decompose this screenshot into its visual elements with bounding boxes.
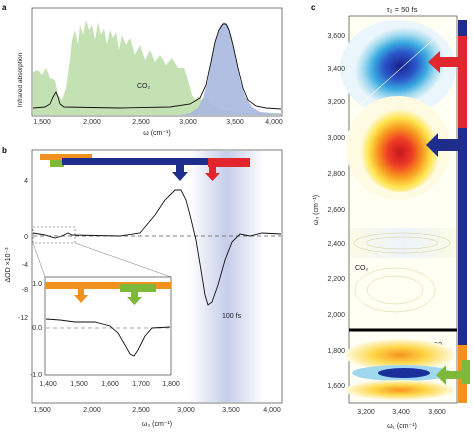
navy-pulse-bar [62,158,212,165]
diagonal-line [351,19,456,113]
b-xtick-0: 1,500 [33,407,51,414]
b-xtick-1: 2,000 [83,407,101,414]
panel-b: 4 0 -4 -8 -12 ΔOD ×10⁻³ 100 fs 1.0 0.0 -… [5,149,283,428]
c-xtick-0: 3,200 [357,409,375,416]
panel-b-ylabel: ΔOD ×10⁻³ [5,247,12,283]
b-xtick-5: 4,000 [263,407,281,414]
inset-frame [44,276,172,376]
b-ytick-0: 4 [24,178,28,185]
co2-label-a: CO₂ [137,83,151,90]
c-xtick-2: 3,600 [428,409,446,416]
panel-a-ylabel: Infrared absorption [17,52,24,107]
c-xtick-1: 3,400 [392,409,410,416]
a-xtick-4: 3,500 [226,119,244,126]
red-pulse-bar [208,158,250,167]
inset-xticks: 1,400 1,500 1,600 1,700 1,800 [39,381,180,388]
red-arrow-down [205,167,220,181]
c-ytick-4: 2,800 [327,171,345,178]
panel-a-xticks: 1,500 2,000 2,500 3,000 3,500 4,000 [33,119,283,126]
panel-a-xlabel: ω (cm⁻¹) [143,130,170,137]
co2-contours [353,232,451,313]
inset-ytick-2: -1.0 [30,372,42,379]
c-ytick-9: 1,800 [327,348,345,355]
inset: 1.0 0.0 -1.0 1,400 1,500 1,600 1,700 1,8… [30,276,180,388]
b-ytick-1: 0 [24,234,28,241]
b-xtick-4: 3,500 [222,407,240,414]
lower-blue-peak [378,368,430,378]
inset-trace [45,318,171,357]
inset-orange-bar [45,282,171,289]
panel-c-title: τ₂ = 50 fs [387,5,418,14]
green-arrow-left [436,365,462,385]
panel-c-xlabel: ω₁ (cm⁻¹) [387,423,417,430]
absorption-line [32,23,282,110]
panel-c-label: c [311,3,316,12]
panel-b-xticks: 1,500 2,000 2,500 3,000 3,500 4,000 [33,407,281,414]
panel-a: CO₂ Infrared absorption 1,500 2,000 2,50… [17,7,283,137]
a-xtick-0: 1,500 [33,119,51,126]
b-ytick-3: -8 [22,287,28,294]
inset-ytick-1: 0.0 [32,325,42,332]
c-ytick-8: 2,000 [327,312,345,319]
a-xtick-2: 2,500 [132,119,150,126]
navy-side-bar [458,20,467,402]
panel-c-xticks: 3,200 3,400 3,600 [357,409,446,416]
panel-a-label: a [2,3,7,12]
zoom-connector-right [74,242,172,278]
lower-yellow-peak [345,339,455,371]
pump-probe-trace [32,189,282,306]
inset-xtick-1: 1,500 [70,381,88,388]
blue-peak [354,26,446,106]
inset-xtick-4: 1,800 [162,381,180,388]
b-xtick-3: 3,000 [177,407,195,414]
lower-yellow-peak-2 [345,380,455,400]
b-ytick-4: -12 [18,315,28,322]
zoom-box [32,226,76,244]
a-xtick-5: 4,000 [265,119,283,126]
co2-label-c: CO₂ [355,265,369,272]
navy-arrow-down [172,165,188,181]
zoom-connector-left [32,242,46,278]
panel-b-yticks: 4 0 -4 -8 -12 [18,178,28,322]
c-ytick-10: 1,600 [327,383,345,390]
inset-green-arrow [127,292,142,305]
a-xtick-1: 2,000 [83,119,101,126]
inset-xtick-0: 1,400 [39,381,57,388]
b-ytick-2: -4 [22,262,28,269]
inset-yticks: 1.0 0.0 -1.0 [30,281,42,379]
delay-label: 100 fs [222,313,242,320]
c-ytick-6: 2,400 [327,241,345,248]
orange-pulse-bar [40,154,92,160]
panel-c-ylabel: ω₃ (cm⁻¹) [313,195,320,225]
c-ytick-3: 3,000 [327,135,345,142]
c-ytick-2: 3,200 [327,99,345,106]
green-pulse-bar [50,160,64,167]
a-xtick-3: 3,000 [179,119,197,126]
panel-c-yticks: 3,600 3,400 3,200 3,000 2,800 2,600 2,40… [327,33,345,390]
c-ytick-0: 3,600 [327,33,345,40]
green-side-bar [462,360,470,384]
c-ytick-7: 2,200 [327,276,345,283]
navy-arrow-left [426,133,458,157]
red-peak [360,104,440,192]
b-xtick-2: 2,500 [132,407,150,414]
red-side-bar [458,36,467,128]
panel-b-xlabel: ω₃ (cm⁻¹) [142,421,172,428]
atmosphere-area [33,20,281,115]
inset-ytick-0: 1.0 [32,281,42,288]
inset-xtick-3: 1,700 [132,381,150,388]
panel-b-label: b [2,146,7,155]
red-arrow-left [428,51,458,73]
panel-c: CO₂ ×50 3,600 3,400 3,200 3,000 2,800 2,… [313,15,470,430]
inset-orange-arrow [74,289,88,303]
inset-xtick-2: 1,600 [101,381,119,388]
c-ytick-5: 2,600 [327,207,345,214]
c-ytick-1: 3,400 [327,66,345,73]
oh-band-area [180,22,281,115]
inset-green-bar [120,284,156,292]
oh-shade [190,151,264,402]
